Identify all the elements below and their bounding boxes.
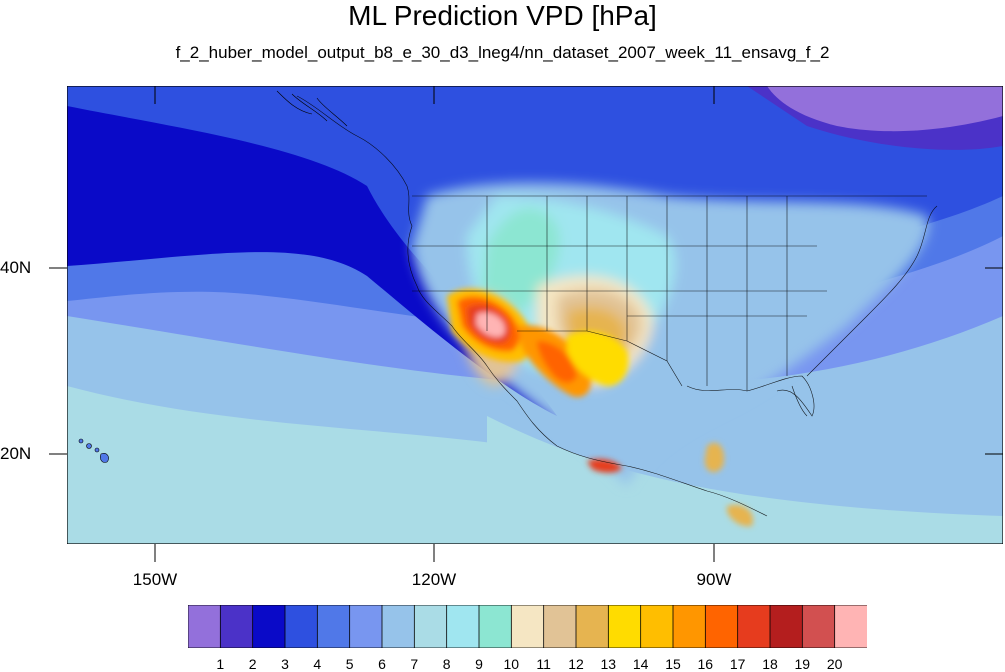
colorbar-label: 19	[794, 656, 811, 672]
colorbar-label: 11	[536, 656, 551, 672]
vpd-map	[67, 86, 1003, 544]
ocean-band-3	[67, 106, 557, 416]
colorbar-label: 7	[410, 656, 419, 672]
colorbar-swatch	[413, 605, 448, 648]
colorbar-swatch	[704, 605, 739, 648]
colorbar-label: 8	[442, 656, 451, 672]
colorbar-label: 13	[600, 656, 617, 672]
colorbar-swatch	[188, 605, 222, 648]
colorbar-swatch	[510, 605, 545, 648]
colorbar-swatch	[349, 605, 383, 648]
ylabel-40n: 40N	[0, 258, 32, 277]
colorbar-swatch	[446, 605, 480, 648]
colorbar-label: 6	[378, 656, 386, 672]
colorbar-label: 18	[762, 656, 778, 672]
colorbar-swatch	[640, 605, 674, 648]
colorbar-label: 2	[248, 656, 257, 672]
colorbar-swatch	[769, 605, 804, 648]
colorbar-swatch	[801, 605, 836, 648]
colorbar-swatch	[284, 605, 319, 648]
ylabel-20n: 20N	[0, 444, 32, 463]
xlabel-120w: 120W	[411, 570, 457, 589]
colorbar-swatch	[252, 605, 286, 648]
ocean-band-7	[67, 386, 517, 544]
colorbar-label: 9	[475, 656, 483, 672]
xlabel-150w: 150W	[132, 570, 178, 589]
colorbar-label: 17	[729, 656, 746, 672]
colorbar-label: 15	[665, 656, 681, 672]
colorbar-swatch	[543, 605, 577, 648]
colorbar-swatch	[607, 605, 642, 648]
colorbar-swatch	[316, 605, 351, 648]
colorbar-swatch	[219, 605, 254, 648]
colorbar-swatch	[672, 605, 707, 648]
map-subtitle: f_2_huber_model_output_b8_e_30_d3_lneg4/…	[175, 43, 830, 62]
colorbar-label: 4	[313, 656, 322, 672]
colorbar-label: 14	[632, 656, 649, 672]
colorbar-label: 12	[568, 656, 584, 672]
colorbar-label: 1	[216, 656, 225, 672]
ocean-band-1	[767, 86, 1003, 132]
colorbar-swatch	[478, 605, 513, 648]
colorbar-label: 10	[503, 656, 520, 672]
map-title: ML Prediction VPD [hPa]	[348, 0, 657, 31]
coastline-borders	[296, 95, 938, 517]
colorbar-swatch	[737, 605, 771, 648]
colorbar-swatch	[381, 605, 416, 648]
colorbar-label: 5	[345, 656, 354, 672]
hawaii-islands	[78, 438, 109, 463]
colorbar-swatch	[834, 605, 867, 648]
colorbar	[188, 605, 867, 648]
colorbar-label: 20	[826, 656, 843, 672]
colorbar-label: 3	[281, 656, 289, 672]
colorbar-label: 16	[697, 656, 714, 672]
xlabel-90w: 90W	[696, 570, 732, 589]
colorbar-swatch	[575, 605, 610, 648]
